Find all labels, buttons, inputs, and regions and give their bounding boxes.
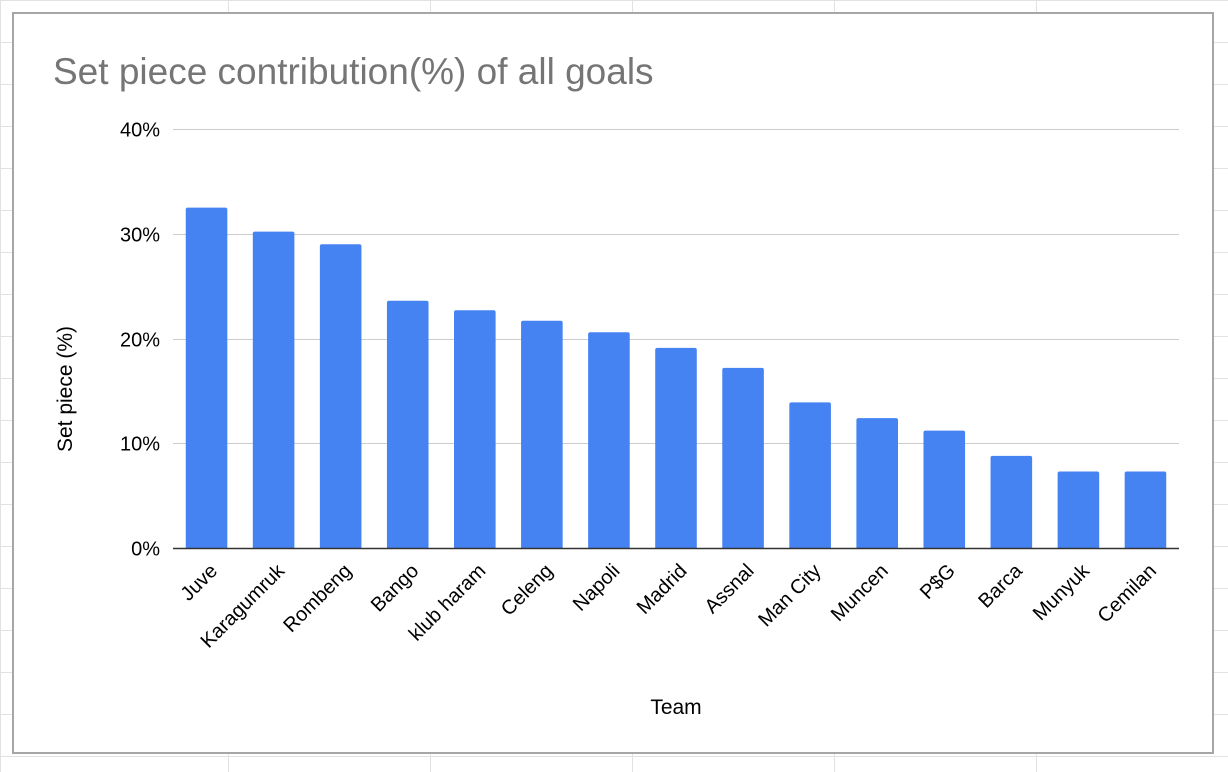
bar[interactable] <box>252 231 295 548</box>
bar[interactable] <box>319 244 362 548</box>
y-tick-label: 40% <box>120 120 160 142</box>
y-tick-label: 0% <box>131 539 160 561</box>
chart-container[interactable]: Set piece contribution(%) of all goals 0… <box>12 12 1214 754</box>
y-tick-label: 20% <box>120 330 160 352</box>
x-tick-label: Celeng <box>497 560 557 620</box>
bar[interactable] <box>1057 471 1100 548</box>
bar[interactable] <box>454 310 496 548</box>
x-tick-label: Muncen <box>827 560 893 626</box>
x-tick-label: Munyuk <box>1029 559 1095 625</box>
x-tick-label: Barca <box>974 559 1027 612</box>
bar[interactable] <box>856 418 898 548</box>
x-tick-label: Napoli <box>569 560 625 616</box>
x-tick-label: Madrid <box>633 560 692 619</box>
x-tick-label: Rombeng <box>279 560 356 637</box>
bar[interactable] <box>386 300 429 548</box>
bar[interactable] <box>990 455 1033 548</box>
y-axis-ticks: 0% 10% 20% 30% 40% <box>120 120 160 561</box>
bar-chart: Set piece contribution(%) of all goals 0… <box>53 51 1179 719</box>
y-tick-label: 10% <box>120 434 160 456</box>
bar[interactable] <box>185 207 228 548</box>
bar[interactable] <box>1124 471 1167 548</box>
bar[interactable] <box>521 320 563 548</box>
bars <box>185 207 1167 548</box>
x-tick-label: Juve <box>177 560 222 605</box>
y-tick-label: 30% <box>120 225 160 247</box>
y-axis-title: Set piece (%) <box>54 326 77 452</box>
bar[interactable] <box>789 402 831 548</box>
x-axis-title: Team <box>650 696 701 719</box>
x-tick-label: Bango <box>367 560 423 616</box>
bar[interactable] <box>588 332 630 548</box>
chart-title: Set piece contribution(%) of all goals <box>53 51 654 92</box>
bar[interactable] <box>923 430 966 548</box>
x-tick-label: Assnal <box>701 560 759 618</box>
bar[interactable] <box>722 367 764 548</box>
x-tick-label: Man City <box>754 560 825 631</box>
bar[interactable] <box>655 347 697 548</box>
x-tick-label: Cemilan <box>1094 560 1161 627</box>
x-tick-label: P$G <box>916 560 960 604</box>
